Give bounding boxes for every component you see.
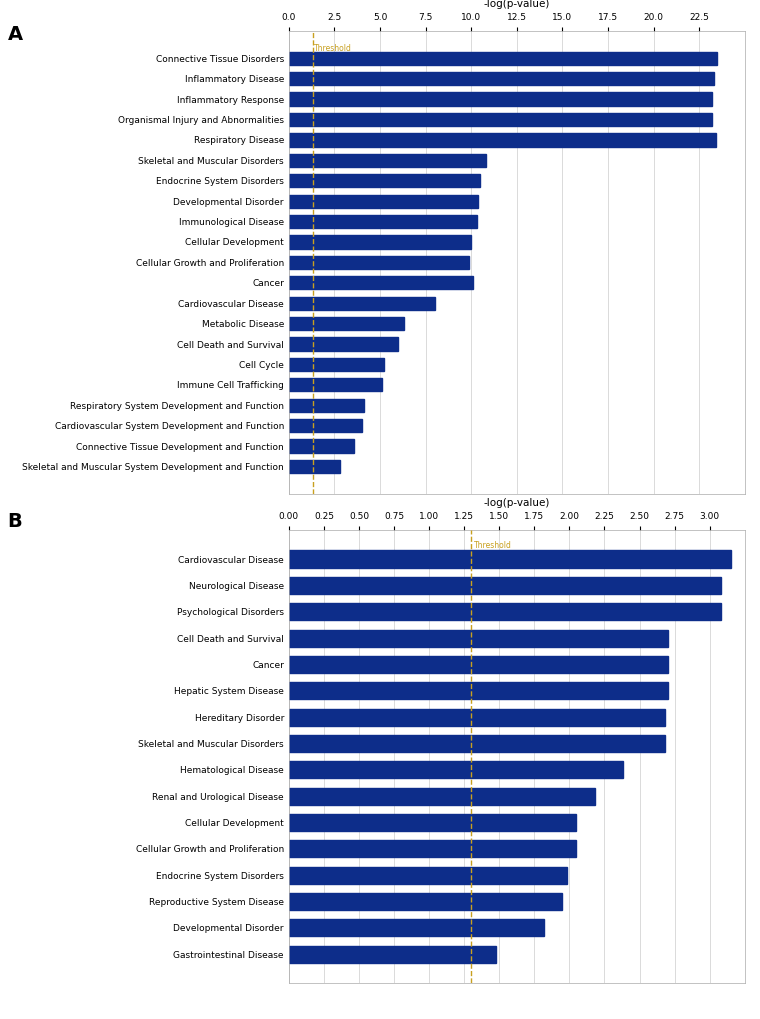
Bar <box>289 439 354 452</box>
Bar <box>289 630 667 647</box>
X-axis label: -log(p-value): -log(p-value) <box>483 0 550 9</box>
Bar <box>289 893 562 910</box>
Bar <box>289 398 363 412</box>
Bar <box>289 378 382 391</box>
Bar <box>289 133 716 147</box>
Bar <box>289 297 435 310</box>
Bar <box>289 814 576 832</box>
Bar <box>289 682 667 699</box>
Bar <box>289 93 712 106</box>
Bar <box>289 550 731 568</box>
Text: Threshold: Threshold <box>315 44 352 53</box>
Bar <box>289 735 665 752</box>
Bar <box>289 215 477 228</box>
Text: Threshold: Threshold <box>474 541 512 549</box>
X-axis label: -log(p-value): -log(p-value) <box>483 498 550 508</box>
Text: B: B <box>8 512 22 531</box>
Bar <box>289 761 622 779</box>
Bar <box>289 708 665 726</box>
Bar <box>289 256 470 269</box>
Bar <box>289 276 473 289</box>
Bar <box>289 603 721 621</box>
Bar <box>289 113 712 126</box>
Bar <box>289 337 398 351</box>
Bar <box>289 52 717 65</box>
Bar <box>289 946 496 963</box>
Bar <box>289 656 667 673</box>
Bar <box>289 788 594 805</box>
Bar <box>289 317 404 330</box>
Text: A: A <box>8 25 23 45</box>
Bar <box>289 195 479 208</box>
Bar <box>289 174 480 187</box>
Bar <box>289 841 576 857</box>
Bar <box>289 577 721 594</box>
Bar <box>289 72 714 86</box>
Bar <box>289 154 486 167</box>
Bar <box>289 460 340 473</box>
Bar <box>289 358 384 371</box>
Bar <box>289 235 471 249</box>
Bar <box>289 919 544 936</box>
Bar <box>289 866 567 883</box>
Bar <box>289 419 362 432</box>
